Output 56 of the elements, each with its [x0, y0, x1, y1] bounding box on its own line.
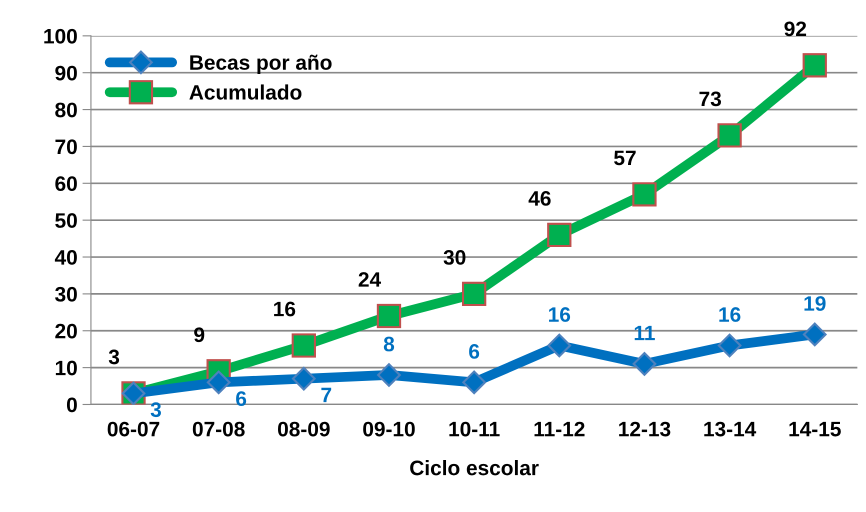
x-axis-title: Ciclo escolar — [410, 460, 539, 476]
point — [292, 366, 316, 391]
point — [547, 222, 572, 248]
legend-label: Becas por año — [190, 54, 332, 74]
data-label: 16 — [274, 302, 296, 316]
point — [802, 53, 827, 78]
y-tick-label: 90 — [55, 66, 77, 80]
data-label: 24 — [358, 272, 382, 287]
data-label: 16 — [719, 307, 740, 322]
data-label: 3 — [108, 350, 120, 364]
x-tick-label: 14-15 — [789, 422, 841, 436]
data-label: 7 — [321, 388, 332, 402]
data-label: 46 — [528, 191, 551, 206]
point — [802, 322, 827, 346]
y-tick-label: 40 — [54, 250, 77, 265]
point — [462, 370, 486, 394]
data-label: 73 — [699, 92, 721, 106]
y-tick-label: 80 — [55, 102, 77, 118]
x-tick-label: 12-13 — [619, 422, 670, 436]
point — [206, 370, 231, 394]
point — [462, 282, 486, 306]
point — [718, 334, 742, 358]
point — [632, 182, 657, 207]
data-label: 30 — [444, 250, 466, 265]
y-tick-label: 0 — [66, 397, 77, 412]
x-tick-label: 06-07 — [108, 422, 160, 436]
data-label: 9 — [194, 327, 204, 342]
point — [376, 304, 402, 328]
y-tick-label: 10 — [56, 360, 77, 376]
y-tick-label: 100 — [44, 28, 77, 44]
x-tick-label: 10-11 — [449, 422, 500, 436]
x-tick-label: 08-09 — [278, 422, 330, 436]
y-tick-label: 30 — [55, 286, 77, 302]
data-label: 19 — [804, 296, 826, 311]
x-tick-label: 09-10 — [363, 422, 415, 436]
legend-label: Acumulado — [189, 84, 302, 100]
y-tick-label: 70 — [55, 139, 77, 154]
data-label: 3 — [150, 402, 162, 418]
data-label: 57 — [614, 150, 636, 166]
data-label: 16 — [549, 307, 570, 322]
x-tick-label: 13-14 — [704, 422, 756, 436]
point — [377, 363, 401, 387]
point — [632, 352, 656, 376]
x-tick-label: 11-12 — [534, 422, 585, 436]
point — [717, 123, 742, 148]
x-tick-label: 07-08 — [192, 422, 245, 436]
y-tick-label: 60 — [55, 176, 77, 192]
data-label: 11 — [634, 326, 655, 340]
data-label: 8 — [384, 336, 394, 352]
data-label: 6 — [469, 344, 480, 359]
data-label: 92 — [784, 21, 806, 36]
point — [292, 333, 316, 358]
y-tick-label: 20 — [55, 324, 77, 339]
y-tick-label: 50 — [55, 213, 77, 228]
point — [547, 334, 572, 358]
data-label: 6 — [236, 391, 246, 406]
